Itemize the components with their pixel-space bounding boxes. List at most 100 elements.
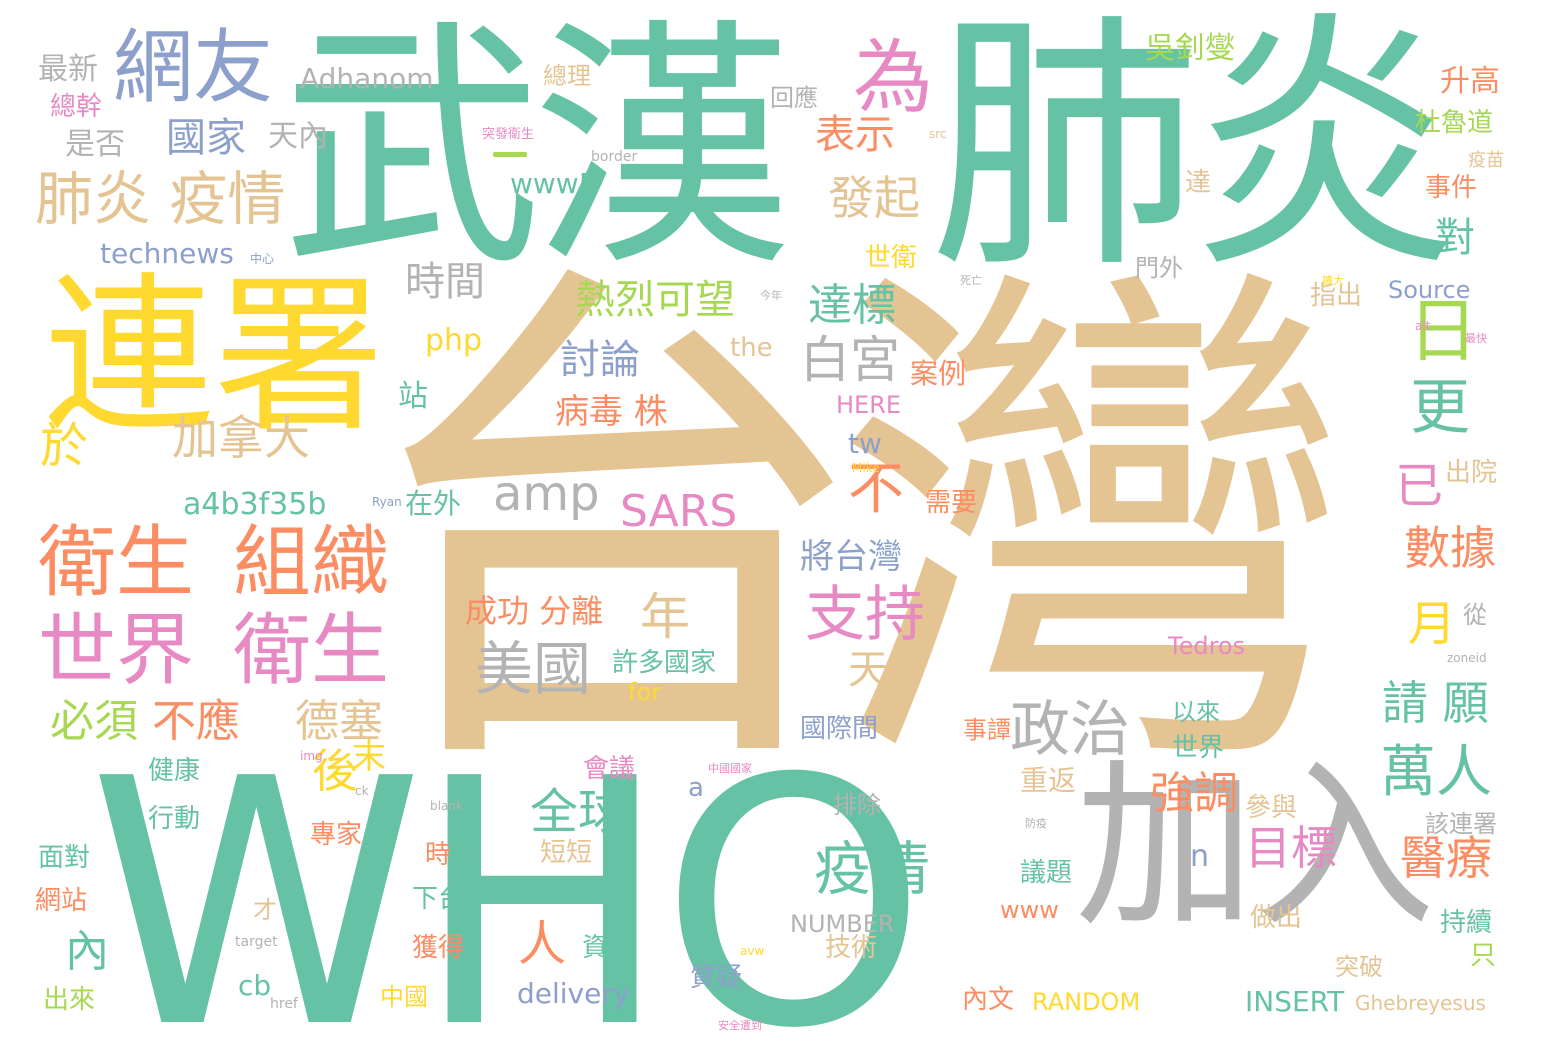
word-canada: 加拿大	[172, 411, 310, 465]
word-rise: 升高	[1440, 64, 1500, 99]
word-need: 需要	[925, 488, 978, 518]
word-medical: 醫療	[1400, 831, 1492, 885]
word-petition: 連署	[44, 258, 385, 456]
word-health2: 衛生	[233, 606, 390, 696]
word-come-out: 出來	[43, 985, 96, 1015]
word-join: 加入	[1075, 743, 1436, 952]
word-technews: technews	[100, 237, 234, 270]
word-respond: 回應	[770, 84, 818, 112]
word-secretary: 總幹	[50, 92, 103, 122]
word-ten-thousand: 萬人	[1380, 740, 1492, 805]
word-many-countries: 許多國家	[612, 648, 717, 678]
word-for-en: for	[628, 678, 661, 706]
word-small-china-country: 中國國家	[708, 762, 752, 775]
word-small-safety: 安全遭到	[718, 1019, 762, 1032]
word-world: 世界	[38, 606, 195, 696]
word-discharge: 出院	[1445, 458, 1498, 488]
word-small-blank: blank	[430, 799, 463, 813]
word-small-ck: ck	[355, 784, 369, 798]
word-small-today: 今年	[760, 289, 782, 302]
word-epidemic: 疫情	[814, 835, 931, 903]
word-america: 美國	[475, 635, 592, 703]
word-more: 更	[1410, 373, 1470, 443]
word-small-fastest: 最快	[1465, 332, 1487, 345]
word-small-sudden: 突發衛生	[482, 127, 535, 142]
word-virus-strain: 病毒 株	[555, 392, 668, 432]
word-country: 國家	[166, 115, 246, 161]
word-website: 網站	[35, 886, 88, 916]
word-will-taiwan: 將台灣	[800, 537, 902, 577]
word-not: 不	[848, 457, 904, 522]
word-days-within: 天內	[268, 119, 328, 154]
word-launch: 發起	[828, 171, 920, 225]
word-info: 資訊	[582, 933, 635, 963]
word-reach: 達標	[808, 280, 896, 331]
word-pneumonia-epidemic: 肺炎 疫情	[35, 165, 286, 233]
word-participate: 參與	[1245, 793, 1298, 823]
word-premier: 總理	[543, 62, 591, 90]
word-after: 後	[312, 744, 358, 798]
word-health1: 衛生	[38, 518, 195, 608]
word-make: 做出	[1250, 903, 1303, 933]
word-station: 站	[398, 379, 428, 414]
word-person: 人	[518, 916, 567, 972]
word-breakthrough: 突破	[1335, 953, 1383, 981]
word-wuhan: 武漢	[282, 0, 792, 301]
word-heaven: 天	[848, 647, 888, 693]
word-global: 全球	[530, 784, 627, 840]
word-cb: cb	[238, 969, 272, 1002]
word-vaccine: 疫苗	[1468, 150, 1504, 171]
word-already: 已	[1395, 458, 1444, 514]
word-here: HERE	[836, 391, 902, 419]
word-small-alt: alt	[1415, 319, 1431, 333]
word-www5: www5	[510, 167, 597, 200]
word-ghebreyesus: Ghebreyesus	[1355, 991, 1486, 1015]
word-amp: amp	[493, 466, 600, 522]
word-inside: 內	[65, 926, 109, 977]
word-action: 行動	[148, 804, 201, 834]
word-small-border: border	[591, 149, 638, 165]
word-day: 日	[1408, 290, 1478, 372]
word-reach2: 達	[1185, 168, 1212, 198]
decorative-dash	[493, 152, 527, 157]
word-tw: tw	[848, 427, 882, 460]
word-small-ryan: Ryan	[372, 495, 402, 509]
word-month: 月	[1408, 596, 1457, 652]
word-in-outside: 在外	[405, 487, 462, 520]
word-must: 必須	[50, 696, 138, 747]
word-health: 健康	[148, 756, 201, 786]
word-www: www	[1000, 896, 1059, 924]
word-netizens: 網友	[113, 21, 273, 114]
word-at: 於	[40, 418, 89, 474]
word-politics: 政治	[1010, 695, 1130, 765]
word-year: 年	[640, 588, 690, 646]
word-number: NUMBER	[790, 910, 895, 938]
word-to: 對	[1435, 215, 1475, 261]
word-small-mike: Mike	[852, 461, 880, 475]
word-php: php	[425, 323, 483, 358]
word-hour: 時	[425, 840, 452, 870]
word-international: 國際間	[800, 714, 879, 744]
word-return: 重返	[1020, 764, 1077, 797]
word-heated-hopeful: 熱烈可望	[575, 277, 735, 323]
word-small-center: 中心	[250, 252, 275, 266]
word-small-zoneid: zoneid	[1447, 651, 1487, 665]
word-case: 案例	[910, 357, 967, 390]
word-who: WHO	[88, 707, 927, 1052]
word-trudeau: 杜魯道	[1415, 108, 1494, 138]
word-topic: 議題	[1020, 858, 1073, 888]
word-sars: SARS	[620, 486, 738, 537]
word-the: the	[730, 333, 773, 363]
word-short: 短短	[540, 838, 593, 868]
word-expert: 專家	[310, 820, 363, 850]
word-small-src: src	[929, 127, 947, 141]
word-inner-text: 內文	[962, 985, 1015, 1015]
word-continue: 持續	[1440, 908, 1493, 938]
word-small-href: href	[270, 996, 298, 1012]
word-exclude: 排除	[833, 791, 881, 819]
word-only2: 只	[1470, 941, 1497, 971]
word-small-death: 死亡	[960, 274, 982, 287]
word-question: 質疑	[690, 963, 743, 993]
word-random: RANDOM	[1032, 988, 1141, 1016]
